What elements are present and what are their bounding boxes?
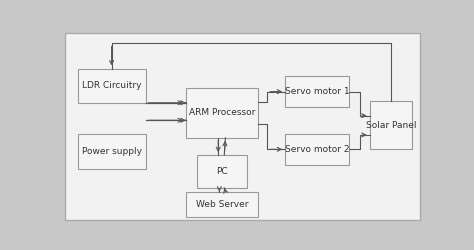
Text: Power supply: Power supply — [82, 147, 142, 156]
Text: Web Server: Web Server — [196, 200, 248, 209]
Bar — [186, 88, 258, 138]
Bar — [285, 76, 349, 107]
Text: PC: PC — [216, 167, 228, 176]
Text: Servo motor 1: Servo motor 1 — [285, 87, 350, 96]
FancyBboxPatch shape — [65, 33, 420, 220]
Text: LDR Circuitry: LDR Circuitry — [82, 81, 141, 90]
Text: Solar Panel: Solar Panel — [365, 121, 416, 130]
Bar — [78, 134, 146, 168]
Bar — [285, 134, 349, 165]
Bar — [197, 155, 246, 188]
Text: Servo motor 2: Servo motor 2 — [285, 145, 349, 154]
Bar — [78, 68, 146, 103]
Text: ARM Processor: ARM Processor — [189, 108, 255, 117]
Bar — [186, 192, 258, 217]
Bar — [370, 101, 412, 149]
